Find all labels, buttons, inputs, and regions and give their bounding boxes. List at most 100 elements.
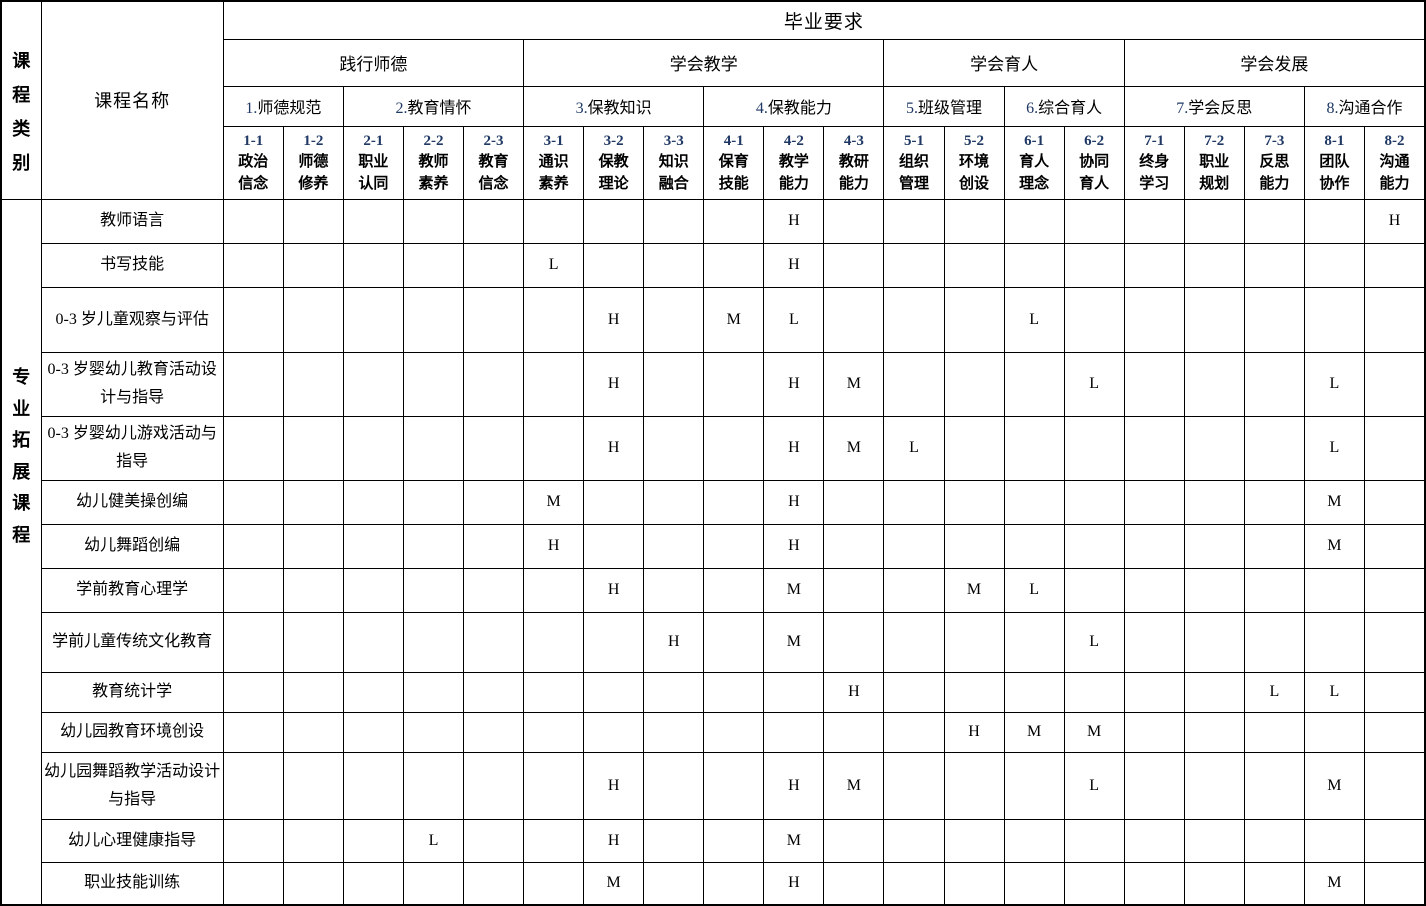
indicator-name: 育人 理念	[1019, 154, 1050, 192]
requirement-code: 6.	[1026, 100, 1039, 117]
mark-cell-4-3	[823, 818, 885, 863]
indicator-code: 7-2	[1204, 132, 1225, 149]
mark-cell-8-1: L	[1303, 351, 1365, 417]
mark-cell-4-3	[823, 479, 885, 525]
mark-cell-4-3	[823, 286, 885, 353]
mark-cell-8-2	[1363, 286, 1426, 353]
course-name-cell: 幼儿园教育环境创设	[40, 711, 224, 753]
mark-cell-4-2	[763, 711, 825, 753]
mark-cell-6-1	[1003, 351, 1065, 417]
mark-cell-5-1	[883, 286, 945, 353]
mark-cell-7-1	[1123, 198, 1185, 244]
mark-cell-7-2	[1183, 567, 1245, 613]
mark-cell-1-2	[282, 751, 344, 820]
mark-cell-8-2	[1363, 861, 1426, 906]
indicator-name: 终身 学习	[1139, 154, 1170, 192]
mark-cell-5-2	[943, 671, 1005, 713]
mark-cell-6-1	[1003, 818, 1065, 863]
mark-cell-5-2	[943, 286, 1005, 353]
mark-cell-1-2	[282, 611, 344, 673]
mark-cell-4-1	[703, 567, 765, 613]
mark-cell-4-3	[823, 611, 885, 673]
indicator-header-7-1: 7-1 终身 学习	[1123, 125, 1185, 200]
mark-cell-7-1	[1123, 611, 1185, 673]
mark-cell-4-3	[823, 523, 885, 569]
mark-cell-7-1	[1123, 751, 1185, 820]
indicator-name: 团队 协作	[1319, 154, 1350, 192]
mark-cell-7-1	[1123, 818, 1185, 863]
mark-cell-4-1	[703, 751, 765, 820]
mark-cell-3-2	[583, 198, 645, 244]
mark-cell-2-1	[342, 611, 404, 673]
mark-cell-2-3	[463, 286, 525, 353]
mark-cell-4-2: M	[763, 818, 825, 863]
course-category-header: 课程类别	[12, 50, 31, 174]
mark-cell-7-3	[1243, 818, 1305, 863]
mark-cell-2-1	[342, 818, 404, 863]
mark-cell-7-1	[1123, 671, 1185, 713]
mark-cell-7-1	[1123, 415, 1185, 481]
requirement-header-1: 1.师德规范	[222, 85, 344, 127]
mark-cell-7-3	[1243, 479, 1305, 525]
mark-cell-1-1	[222, 818, 284, 863]
mark-cell-5-1	[883, 198, 945, 244]
indicator-name: 职业 规划	[1199, 154, 1230, 192]
mark-cell-2-3	[463, 242, 525, 288]
mark-cell-4-2: H	[763, 242, 825, 288]
indicator-name: 教育 信念	[478, 154, 509, 192]
indicator-header-2-1: 2-1 职业 认同	[342, 125, 404, 200]
mark-cell-5-2	[943, 751, 1005, 820]
mark-cell-1-2	[282, 242, 344, 288]
indicator-name: 组织 管理	[898, 154, 929, 192]
course-name-header: 课程名称	[40, 0, 224, 200]
indicator-name: 教学 能力	[778, 154, 809, 192]
indicator-header-3-3: 3-3 知识 融合	[643, 125, 705, 200]
mark-cell-4-2: H	[763, 415, 825, 481]
mark-cell-8-1	[1303, 286, 1365, 353]
mark-cell-6-2	[1063, 286, 1125, 353]
course-name-cell: 0-3 岁婴幼儿游戏活动与指导	[40, 415, 224, 481]
mark-cell-2-3	[463, 523, 525, 569]
mark-cell-4-1	[703, 671, 765, 713]
mark-cell-2-3	[463, 567, 525, 613]
indicator-header-7-3: 7-3 反思 能力	[1243, 125, 1305, 200]
mark-cell-3-1	[523, 818, 585, 863]
mark-cell-5-1: L	[883, 415, 945, 481]
mark-cell-7-1	[1123, 479, 1185, 525]
indicator-name: 环境 创设	[959, 154, 990, 192]
mark-cell-1-1	[222, 286, 284, 353]
course-row-13: 幼儿心理健康指导 L H M	[1, 818, 1426, 863]
mark-cell-5-2	[943, 351, 1005, 417]
mark-cell-5-2	[943, 818, 1005, 863]
indicator-header-6-1: 6-1 育人 理念	[1003, 125, 1065, 200]
indicator-code: 7-3	[1264, 132, 1285, 149]
indicator-header-3-2: 3-2 保教 理论	[583, 125, 645, 200]
mark-cell-5-2	[943, 611, 1005, 673]
indicator-header-4-1: 4-1 保育 技能	[703, 125, 765, 200]
mark-cell-7-1	[1123, 351, 1185, 417]
course-row-11: 幼儿园教育环境创设 H M M	[1, 711, 1426, 753]
course-row-5: 0-3 岁婴幼儿游戏活动与指导 H H M L L	[1, 415, 1426, 481]
indicator-header-2-2: 2-2 教师 素养	[402, 125, 465, 200]
course-row-12: 幼儿园舞蹈教学活动设计与指导 H H M L M	[1, 751, 1426, 820]
mark-cell-3-1	[523, 567, 585, 613]
indicator-code: 8-1	[1324, 132, 1345, 149]
mark-cell-2-3	[463, 611, 525, 673]
mark-cell-6-2	[1063, 242, 1125, 288]
mark-cell-7-2	[1183, 818, 1245, 863]
requirement-code: 8.	[1326, 100, 1339, 117]
mark-cell-3-1	[523, 415, 585, 481]
mark-cell-5-2	[943, 861, 1005, 906]
mark-cell-1-1	[222, 861, 284, 906]
mark-cell-2-1	[342, 415, 404, 481]
mark-cell-7-1	[1123, 523, 1185, 569]
mark-cell-4-3	[823, 711, 885, 753]
requirement-code: 4.	[755, 100, 768, 117]
mark-cell-2-2	[402, 711, 465, 753]
mark-cell-5-1	[883, 567, 945, 613]
mark-cell-4-1	[703, 198, 765, 244]
mark-cell-7-3	[1243, 611, 1305, 673]
mark-cell-6-1	[1003, 861, 1065, 906]
course-name-cell: 幼儿心理健康指导	[40, 818, 224, 863]
